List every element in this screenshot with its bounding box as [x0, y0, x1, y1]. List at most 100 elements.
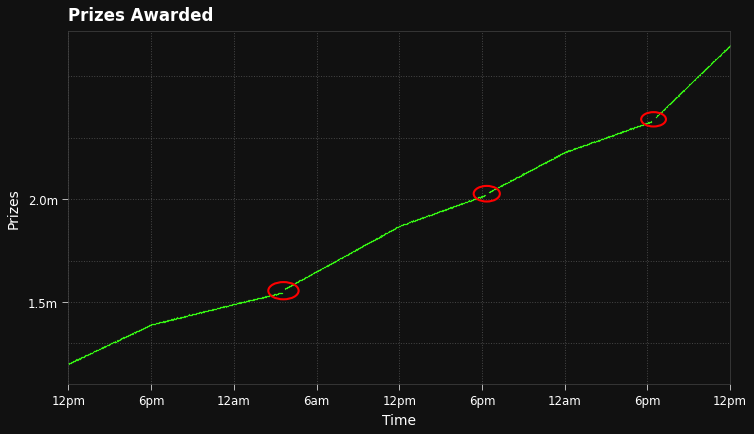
Point: [232, 299, 244, 306]
Point: [511, 174, 523, 181]
Point: [174, 314, 186, 321]
Point: [488, 186, 500, 193]
Point: [673, 92, 685, 99]
Point: [82, 351, 94, 358]
Point: [184, 312, 196, 319]
Point: [639, 121, 651, 128]
Point: [464, 198, 476, 205]
Point: [430, 210, 442, 217]
Point: [559, 149, 572, 156]
Point: [172, 315, 184, 322]
Point: [432, 209, 444, 216]
Point: [335, 255, 347, 262]
Point: [323, 261, 335, 268]
Point: [569, 145, 581, 152]
Point: [202, 307, 214, 314]
Point: [449, 203, 461, 210]
Point: [219, 303, 231, 310]
Point: [394, 223, 406, 230]
Point: [213, 304, 225, 311]
Point: [225, 302, 238, 309]
Point: [346, 249, 358, 256]
Point: [404, 219, 416, 226]
Point: [654, 110, 667, 117]
Point: [462, 198, 474, 205]
Point: [312, 267, 324, 274]
Point: [602, 134, 614, 141]
Point: [318, 264, 330, 271]
Point: [179, 313, 191, 320]
Point: [546, 157, 558, 164]
Point: [341, 252, 353, 259]
Point: [112, 337, 124, 344]
Point: [701, 65, 713, 72]
Point: [133, 327, 145, 334]
Point: [197, 309, 209, 316]
Point: [385, 227, 397, 234]
Point: [166, 316, 178, 323]
Point: [453, 201, 465, 208]
Point: [213, 304, 225, 311]
Point: [492, 184, 504, 191]
Point: [246, 297, 258, 304]
Point: [425, 212, 437, 219]
Point: [557, 150, 569, 157]
Point: [477, 193, 489, 200]
Point: [556, 151, 569, 158]
Point: [160, 318, 172, 325]
Point: [374, 234, 386, 241]
Point: [562, 148, 574, 155]
Point: [167, 316, 179, 323]
Point: [348, 248, 360, 255]
Point: [118, 334, 130, 341]
Point: [550, 153, 562, 160]
Point: [155, 319, 167, 326]
Point: [228, 301, 240, 308]
Point: [483, 189, 495, 196]
Point: [523, 168, 535, 175]
Point: [688, 77, 700, 84]
Point: [150, 320, 162, 327]
Point: [501, 180, 513, 187]
Point: [621, 127, 633, 134]
Point: [617, 129, 629, 136]
Point: [651, 112, 664, 119]
Point: [305, 272, 317, 279]
Point: [449, 203, 461, 210]
Point: [411, 217, 423, 224]
Point: [434, 208, 446, 215]
Point: [66, 359, 78, 366]
Point: [422, 213, 434, 220]
Point: [317, 265, 329, 272]
Point: [660, 105, 672, 112]
Point: [472, 194, 484, 201]
Point: [68, 358, 80, 365]
Point: [85, 350, 97, 357]
Point: [135, 326, 147, 333]
Point: [271, 290, 284, 297]
Point: [234, 299, 246, 306]
Point: [151, 320, 163, 327]
Point: [694, 72, 706, 79]
Point: [407, 218, 419, 225]
Point: [294, 277, 306, 284]
Point: [146, 322, 158, 329]
Point: [529, 164, 541, 171]
Point: [124, 332, 136, 339]
Point: [251, 296, 263, 302]
Point: [196, 309, 208, 316]
Point: [218, 303, 230, 310]
Point: [667, 98, 679, 105]
Point: [668, 97, 680, 104]
Point: [72, 356, 84, 363]
Point: [564, 148, 576, 155]
Point: [299, 275, 311, 282]
Point: [108, 339, 120, 346]
Point: [692, 73, 704, 80]
Point: [423, 213, 435, 220]
Point: [212, 305, 224, 312]
Point: [671, 94, 683, 101]
Point: [582, 141, 594, 148]
Point: [106, 340, 118, 347]
Point: [722, 44, 734, 51]
